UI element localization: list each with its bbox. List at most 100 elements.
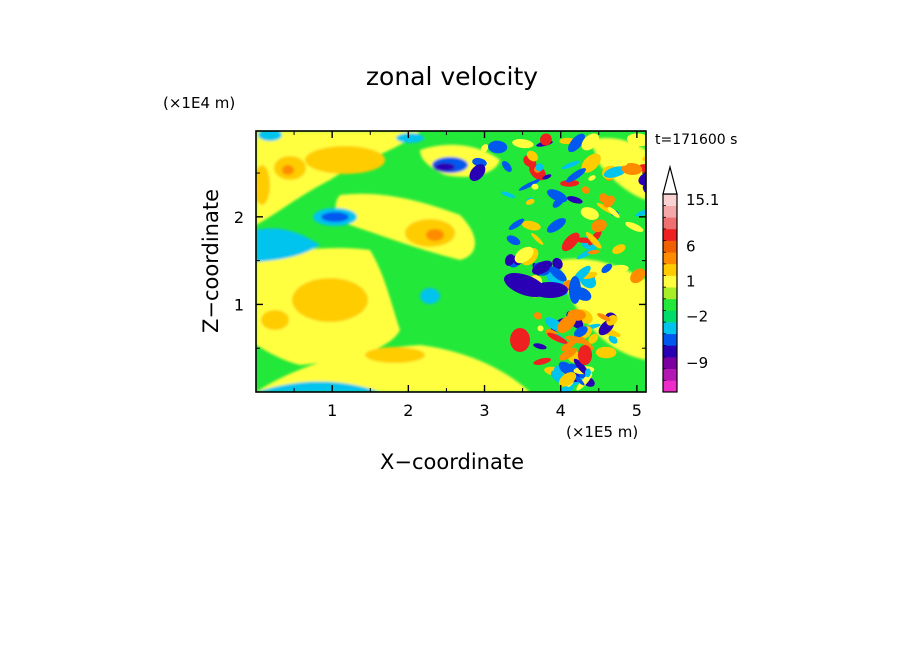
wave-blob <box>630 268 646 284</box>
wave-blob <box>502 161 512 172</box>
colorbar-swatch <box>663 345 677 358</box>
x-axis: 1 2 3 4 5 <box>293 131 642 420</box>
wave-blob <box>549 266 567 282</box>
field-region <box>256 381 380 392</box>
wave-blob <box>581 186 590 194</box>
wave-blob <box>618 160 628 166</box>
field-region <box>435 163 455 171</box>
wave-blob <box>596 299 607 311</box>
colorbar-label: 1 <box>686 272 696 290</box>
wave-blob <box>500 191 516 198</box>
wave-blob <box>565 335 588 344</box>
colorbar-swatch <box>663 368 677 381</box>
wave-blob <box>580 207 599 220</box>
colorbar-swatch <box>663 228 677 241</box>
wave-blob <box>518 179 541 191</box>
wave-blob <box>514 246 534 264</box>
field-region <box>282 165 294 175</box>
x-axis-label: X−coordinate <box>380 450 524 474</box>
colorbar-label: −9 <box>686 354 708 372</box>
wave-blob <box>560 340 576 352</box>
wave-blob <box>531 232 544 245</box>
wave-blob <box>521 220 541 231</box>
colorbar-swatch <box>663 322 677 335</box>
wave-blob <box>602 195 615 208</box>
wave-blob <box>508 218 525 230</box>
wave-blob <box>594 272 608 285</box>
wave-blob <box>612 244 626 254</box>
wave-blob <box>510 328 530 352</box>
wave-blob <box>546 218 566 233</box>
wave-blob <box>533 343 547 350</box>
wave-blob <box>552 257 563 270</box>
y-axis-label: Z−coordinate <box>199 189 223 333</box>
wave-blob <box>573 358 589 376</box>
wave-blob <box>587 249 600 255</box>
wave-blob <box>621 162 643 176</box>
colorbar-swatch <box>663 240 677 253</box>
field-region <box>258 131 282 141</box>
wave-blob <box>610 264 629 273</box>
wave-blob <box>574 326 588 338</box>
wave-blob <box>535 163 544 172</box>
wave-blob <box>597 313 611 322</box>
wave-blob <box>504 254 515 266</box>
wave-blob <box>561 232 580 252</box>
wave-blob <box>638 172 646 186</box>
wave-blob <box>531 183 539 190</box>
colorbar-swatch <box>663 287 677 300</box>
wave-packet-region <box>469 133 646 392</box>
colorbar: 15.1 6 1 −2 −9 <box>662 164 719 393</box>
wave-blob <box>533 357 551 365</box>
field-region <box>256 345 530 392</box>
wave-blob <box>542 174 552 180</box>
colorbar-swatch <box>663 310 677 323</box>
y-tick-label: 2 <box>234 208 244 227</box>
wave-blob <box>581 133 600 151</box>
field-region <box>292 278 368 322</box>
wave-blob <box>469 164 486 182</box>
field-region <box>365 347 425 363</box>
wave-blob <box>559 347 577 361</box>
wave-blob <box>601 263 613 274</box>
y-axis: 12 <box>234 172 646 349</box>
wave-blob <box>525 198 535 205</box>
colorbar-swatch <box>663 205 677 218</box>
wave-blob <box>576 373 593 391</box>
colorbar-label: 6 <box>686 237 696 255</box>
wave-blob <box>488 140 508 154</box>
wave-blob <box>566 168 586 183</box>
wave-blob <box>581 153 601 173</box>
y-unit-label: (×1E4 m) <box>163 94 235 112</box>
wave-blob <box>569 276 581 304</box>
wave-blob <box>561 160 580 170</box>
wave-blob <box>607 206 620 218</box>
field-region <box>305 146 385 174</box>
wave-blob <box>558 372 577 387</box>
field-region <box>261 310 289 330</box>
wave-blob <box>635 208 646 217</box>
wave-blob <box>526 150 538 162</box>
field-region <box>396 133 424 143</box>
wave-blob <box>506 235 521 246</box>
wave-blob <box>567 309 586 321</box>
x-unit-label: (×1E5 m) <box>566 423 638 441</box>
wave-blob <box>472 157 487 167</box>
colorbar-swatch <box>663 380 677 393</box>
wave-blob <box>584 368 591 378</box>
x-tick-label: 1 <box>327 401 337 420</box>
wave-blob <box>480 144 489 153</box>
x-tick-label: 4 <box>556 401 566 420</box>
wave-blob <box>603 166 627 178</box>
field-region <box>420 288 440 304</box>
wave-blob <box>591 219 607 233</box>
plot-frame <box>255 130 647 393</box>
colorbar-swatch <box>663 333 677 346</box>
wave-blob <box>560 179 580 187</box>
wave-blob <box>628 137 641 150</box>
colorbar-swatch <box>663 263 677 276</box>
colorbar-extend-arrow <box>662 164 678 195</box>
wave-blob <box>533 312 542 320</box>
wave-blob <box>537 325 544 332</box>
